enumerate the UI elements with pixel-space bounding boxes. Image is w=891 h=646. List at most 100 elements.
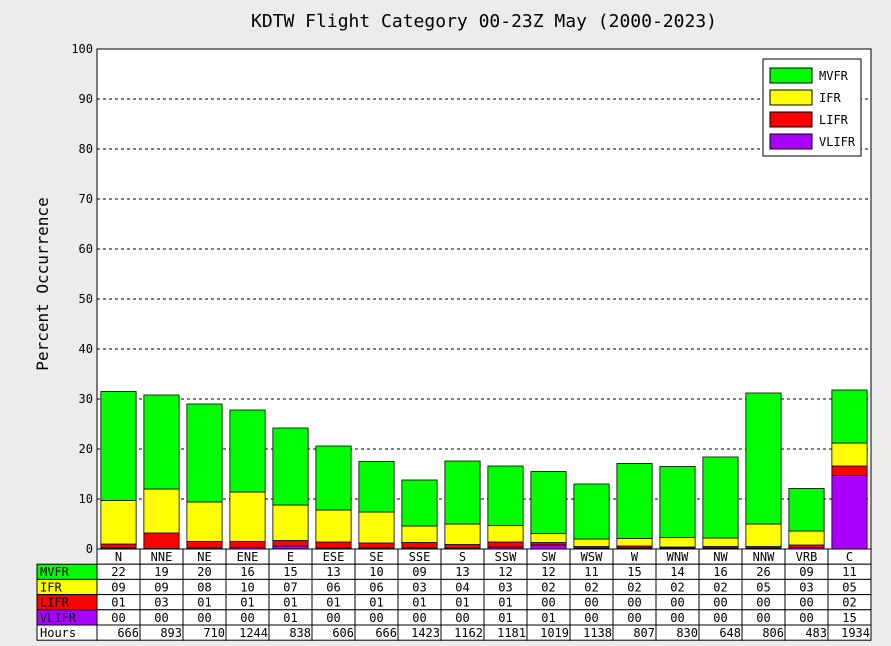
- table-value-lifr-w: 00: [627, 596, 641, 610]
- table-value-lifr-ssw: 01: [498, 596, 512, 610]
- table-value-vlifr-e: 01: [283, 611, 297, 625]
- table-header-c: C: [846, 550, 853, 564]
- bar-ifr-s: [444, 523, 481, 545]
- bar-mvfr-wnw: [659, 466, 696, 538]
- bar-mvfr-sw: [530, 471, 567, 534]
- bar-ifr-e: [272, 504, 309, 541]
- table-row-label-mvfr: MVFR: [40, 565, 70, 579]
- bar-ifr-nne: [143, 488, 180, 534]
- legend-label-ifr: IFR: [819, 91, 841, 105]
- table-value-vlifr-sw: 01: [541, 611, 555, 625]
- table-value-mvfr-sse: 09: [412, 565, 426, 579]
- table-value-ifr-ene: 10: [240, 580, 254, 594]
- table-value-ifr-se: 06: [369, 580, 383, 594]
- table-value-hours-se: 666: [375, 626, 397, 640]
- legend-swatch-ifr: [769, 89, 813, 106]
- table-header-n: N: [115, 550, 122, 564]
- table-value-vlifr-ene: 00: [240, 611, 254, 625]
- table-value-lifr-sse: 01: [412, 596, 426, 610]
- summary-table: N NNE NE ENE E ESE SE SSE S SSW SW WSW W WNW NW NNW VRB C…: [36, 548, 872, 641]
- table-header-ene: ENE: [237, 550, 259, 564]
- bar-ifr-c: [831, 442, 868, 467]
- table-value-lifr-s: 01: [455, 596, 469, 610]
- table-header-vrb: VRB: [796, 550, 818, 564]
- table-header-ne: NE: [197, 550, 211, 564]
- table-value-vlifr-nnw: 00: [756, 611, 770, 625]
- table-value-vlifr-ne: 00: [197, 611, 211, 625]
- bar-vlifr-sw: [530, 544, 567, 550]
- table-value-mvfr-wsw: 11: [584, 565, 598, 579]
- table-value-mvfr-sw: 12: [541, 565, 555, 579]
- table-row-label-lifr: LIFR: [40, 596, 70, 610]
- table-value-hours-nw: 648: [719, 626, 741, 640]
- bar-mvfr-wsw: [573, 483, 610, 540]
- table-value-hours-wsw: 1138: [583, 626, 612, 640]
- table-value-vlifr-ssw: 01: [498, 611, 512, 625]
- table-value-ifr-nne: 09: [154, 580, 168, 594]
- bar-mvfr-sse: [401, 479, 438, 527]
- table-value-lifr-nne: 03: [154, 596, 168, 610]
- table-value-mvfr-nnw: 26: [756, 565, 770, 579]
- table-value-lifr-e: 01: [283, 596, 297, 610]
- bar-mvfr-nw: [702, 456, 739, 539]
- table-value-hours-c: 1934: [841, 626, 870, 640]
- table-value-vlifr-vrb: 00: [799, 611, 813, 625]
- y-tick-label: 80: [79, 142, 93, 156]
- y-tick-label: 10: [79, 492, 93, 506]
- bar-mvfr-ese: [315, 445, 352, 511]
- table-value-ifr-ssw: 03: [498, 580, 512, 594]
- y-tick-label: 60: [79, 242, 93, 256]
- bar-ifr-ssw: [487, 525, 524, 543]
- table-value-hours-n: 666: [117, 626, 139, 640]
- legend-swatch-mvfr: [769, 67, 813, 84]
- table-value-hours-ese: 606: [332, 626, 354, 640]
- table-value-ifr-wnw: 02: [670, 580, 684, 594]
- bar-ifr-sse: [401, 525, 438, 543]
- table-value-vlifr-c: 15: [842, 611, 856, 625]
- bar-mvfr-n: [100, 391, 137, 501]
- bar-vlifr-c: [831, 475, 868, 550]
- y-tick-label: 30: [79, 392, 93, 406]
- table-value-mvfr-wnw: 14: [670, 565, 684, 579]
- table-value-mvfr-ene: 16: [240, 565, 254, 579]
- bar-ifr-w: [616, 538, 653, 547]
- bar-lifr-ese: [315, 541, 352, 549]
- bar-mvfr-s: [444, 460, 481, 525]
- table-value-hours-wnw: 830: [676, 626, 698, 640]
- table-value-lifr-n: 01: [111, 596, 125, 610]
- table-value-lifr-sw: 00: [541, 596, 555, 610]
- bar-ifr-nw: [702, 537, 739, 547]
- grid-lines: [97, 98, 871, 500]
- table-value-ifr-ese: 06: [326, 580, 340, 594]
- table-value-hours-nnw: 806: [762, 626, 784, 640]
- bar-lifr-c: [831, 465, 868, 476]
- table-value-lifr-nnw: 00: [756, 596, 770, 610]
- y-axis-label: Percent Occurrence: [33, 197, 52, 370]
- table-value-hours-sse: 1423: [411, 626, 440, 640]
- table-header-nnw: NNW: [753, 550, 775, 564]
- table-value-lifr-nw: 00: [713, 596, 727, 610]
- bar-mvfr-nnw: [745, 392, 782, 525]
- table-value-lifr-c: 02: [842, 596, 856, 610]
- bar-mvfr-c: [831, 389, 868, 444]
- table-value-ifr-w: 02: [627, 580, 641, 594]
- table-value-vlifr-se: 00: [369, 611, 383, 625]
- table-value-mvfr-s: 13: [455, 565, 469, 579]
- bar-lifr-ne: [186, 541, 223, 549]
- table-value-vlifr-wsw: 00: [584, 611, 598, 625]
- table-value-lifr-ese: 01: [326, 596, 340, 610]
- table-value-lifr-se: 01: [369, 596, 383, 610]
- bar-lifr-ssw: [487, 541, 524, 548]
- table-value-vlifr-w: 00: [627, 611, 641, 625]
- bar-mvfr-nne: [143, 394, 180, 490]
- bar-lifr-n: [100, 543, 137, 549]
- table-value-ifr-s: 04: [455, 580, 469, 594]
- bar-ifr-ne: [186, 501, 223, 542]
- bar-lifr-se: [358, 542, 395, 549]
- table-value-vlifr-nne: 00: [154, 611, 168, 625]
- table-value-vlifr-wnw: 00: [670, 611, 684, 625]
- bar-ifr-wsw: [573, 538, 610, 547]
- table-header-ssw: SSW: [495, 550, 517, 564]
- table-value-lifr-vrb: 00: [799, 596, 813, 610]
- y-tick-label: 20: [79, 442, 93, 456]
